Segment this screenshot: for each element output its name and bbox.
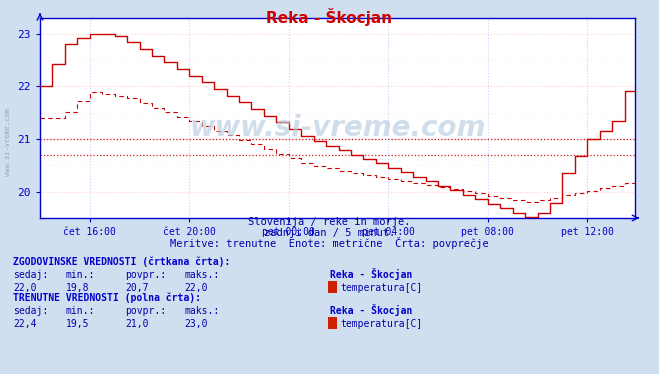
Text: 19,5: 19,5 — [66, 319, 90, 329]
Text: 23,0: 23,0 — [185, 319, 208, 329]
Text: 20,7: 20,7 — [125, 283, 149, 293]
Text: TRENUTNE VREDNOSTI (polna črta):: TRENUTNE VREDNOSTI (polna črta): — [13, 292, 201, 303]
Text: 21,0: 21,0 — [125, 319, 149, 329]
Text: Reka - Škocjan: Reka - Škocjan — [266, 8, 393, 26]
Text: povpr.:: povpr.: — [125, 270, 166, 280]
Text: 22,0: 22,0 — [13, 283, 37, 293]
Text: Reka - Škocjan: Reka - Škocjan — [330, 268, 412, 280]
Text: 22,4: 22,4 — [13, 319, 37, 329]
Text: 22,0: 22,0 — [185, 283, 208, 293]
Text: sedaj:: sedaj: — [13, 270, 48, 280]
Text: temperatura[C]: temperatura[C] — [340, 319, 422, 329]
Text: min.:: min.: — [66, 306, 96, 316]
Text: 19,8: 19,8 — [66, 283, 90, 293]
Text: Meritve: trenutne  Enote: metrične  Črta: povprečje: Meritve: trenutne Enote: metrične Črta: … — [170, 237, 489, 249]
Text: povpr.:: povpr.: — [125, 306, 166, 316]
Text: min.:: min.: — [66, 270, 96, 280]
Text: Slovenija / reke in morje.: Slovenija / reke in morje. — [248, 217, 411, 227]
Text: www.si-vreme.com: www.si-vreme.com — [5, 108, 11, 176]
Text: ZGODOVINSKE VREDNOSTI (črtkana črta):: ZGODOVINSKE VREDNOSTI (črtkana črta): — [13, 257, 231, 267]
Text: temperatura[C]: temperatura[C] — [340, 283, 422, 293]
Text: www.si-vreme.com: www.si-vreme.com — [189, 114, 486, 142]
Text: maks.:: maks.: — [185, 306, 219, 316]
Text: maks.:: maks.: — [185, 270, 219, 280]
Text: zadnji dan / 5 minut.: zadnji dan / 5 minut. — [264, 228, 395, 238]
Text: sedaj:: sedaj: — [13, 306, 48, 316]
Text: Reka - Škocjan: Reka - Škocjan — [330, 304, 412, 316]
